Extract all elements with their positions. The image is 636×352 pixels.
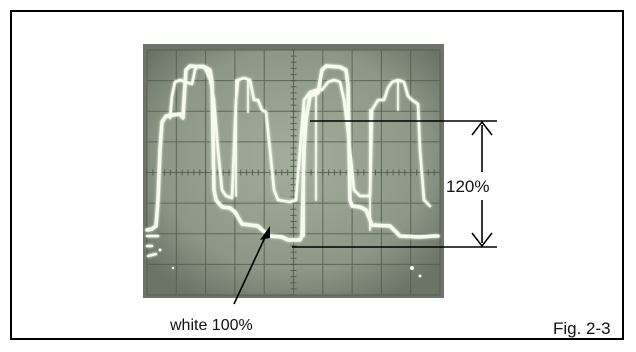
down-arrow-head: [471, 232, 493, 248]
up-arrow-head: [471, 120, 493, 136]
figure-caption: Fig. 2-3: [553, 319, 611, 338]
pointer-line: [233, 232, 268, 305]
pointer-arrow-head: [260, 226, 270, 240]
trace-specks: [148, 228, 422, 278]
amplitude-label: 120%: [446, 177, 490, 196]
annotation-lines: [233, 120, 497, 305]
white-level-label: white 100%: [170, 317, 253, 334]
waveform-trace: [145, 64, 440, 258]
